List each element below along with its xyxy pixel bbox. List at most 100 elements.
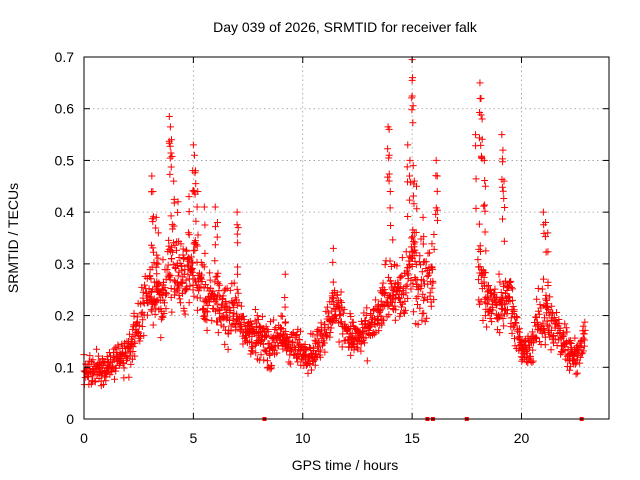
- data-point: [143, 311, 151, 319]
- data-point: [488, 318, 496, 326]
- data-point: [233, 310, 241, 318]
- data-point: [389, 236, 397, 244]
- data-point: [551, 335, 559, 343]
- data-point: [133, 313, 141, 321]
- data-point: [260, 356, 268, 364]
- data-point: [403, 281, 411, 289]
- data-point: [391, 316, 399, 324]
- data-point: [419, 213, 427, 221]
- data-point: [391, 302, 399, 310]
- data-point: [165, 139, 173, 147]
- data-point: [428, 240, 436, 248]
- data-point: [266, 365, 274, 373]
- data-point: [248, 333, 256, 341]
- data-point: [490, 289, 498, 297]
- data-point: [137, 332, 145, 340]
- data-point: [235, 299, 243, 307]
- data-point: [233, 285, 241, 293]
- data-point: [409, 102, 417, 110]
- data-point: [308, 366, 315, 374]
- data-point: [498, 131, 506, 139]
- data-point: [294, 358, 302, 366]
- data-point: [416, 304, 424, 312]
- data-point: [476, 242, 484, 250]
- x-tick-label: 15: [404, 430, 420, 446]
- y-tick-label: 0.7: [55, 49, 75, 65]
- data-point: [148, 172, 156, 180]
- data-point: [281, 303, 289, 311]
- data-point: [178, 279, 186, 287]
- data-point: [408, 94, 416, 102]
- data-point: [234, 289, 242, 297]
- y-tick-label: 0.5: [55, 152, 75, 168]
- data-point: [361, 339, 369, 347]
- data-point: [421, 318, 429, 326]
- data-point: [86, 352, 94, 360]
- data-point: [254, 315, 262, 323]
- data-point: [266, 318, 274, 326]
- data-point: [427, 302, 435, 310]
- data-point: [160, 310, 168, 318]
- data-point: [571, 334, 579, 342]
- data-point: [481, 201, 489, 209]
- data-point: [174, 198, 182, 206]
- data-point: [499, 293, 507, 301]
- data-point: [428, 264, 436, 272]
- data-point: [164, 261, 172, 269]
- data-point: [536, 338, 544, 346]
- data-point: [259, 340, 267, 348]
- data-point: [335, 338, 343, 346]
- data-point: [410, 177, 418, 185]
- data-point: [281, 293, 289, 301]
- data-point: [363, 357, 371, 365]
- data-point: [208, 317, 216, 325]
- y-tick-label: 0.6: [55, 101, 75, 117]
- data-point: [528, 358, 536, 366]
- data-point: [147, 306, 155, 314]
- data-point: [295, 335, 303, 343]
- data-point: [367, 323, 375, 331]
- data-point: [341, 320, 349, 328]
- data-point: [535, 310, 543, 318]
- data-point: [263, 332, 271, 340]
- data-point: [239, 312, 247, 320]
- data-point: [509, 285, 517, 293]
- y-tick-label: 0.3: [55, 256, 75, 272]
- data-point: [498, 183, 506, 191]
- data-point: [146, 272, 154, 280]
- data-point: [500, 322, 508, 330]
- data-point: [329, 244, 337, 252]
- data-point: [185, 193, 193, 201]
- data-point: [386, 204, 394, 212]
- data-point: [428, 284, 436, 292]
- data-point: [152, 224, 160, 232]
- data-point: [370, 306, 378, 314]
- data-point: [172, 288, 180, 296]
- data-point: [166, 142, 174, 150]
- data-point: [406, 156, 414, 164]
- data-point: [213, 272, 221, 280]
- data-point: [386, 257, 394, 265]
- data-point: [173, 246, 181, 254]
- data-point: [509, 303, 517, 311]
- data-point: [213, 296, 221, 304]
- data-point: [184, 270, 192, 278]
- data-point: [263, 357, 271, 365]
- data-point: [257, 351, 265, 359]
- data-point: [429, 279, 437, 287]
- data-point: [305, 343, 313, 351]
- data-point: [335, 311, 343, 319]
- data-point: [548, 302, 556, 310]
- data-point: [282, 327, 290, 335]
- data-point: [329, 258, 337, 266]
- data-point: [131, 352, 139, 360]
- data-point: [140, 332, 148, 340]
- data-point: [384, 302, 392, 310]
- data-point: [412, 249, 420, 257]
- data-point: [200, 203, 208, 211]
- data-point: [400, 308, 408, 316]
- data-point: [253, 330, 261, 338]
- data-point: [398, 290, 406, 298]
- data-point: [211, 241, 219, 249]
